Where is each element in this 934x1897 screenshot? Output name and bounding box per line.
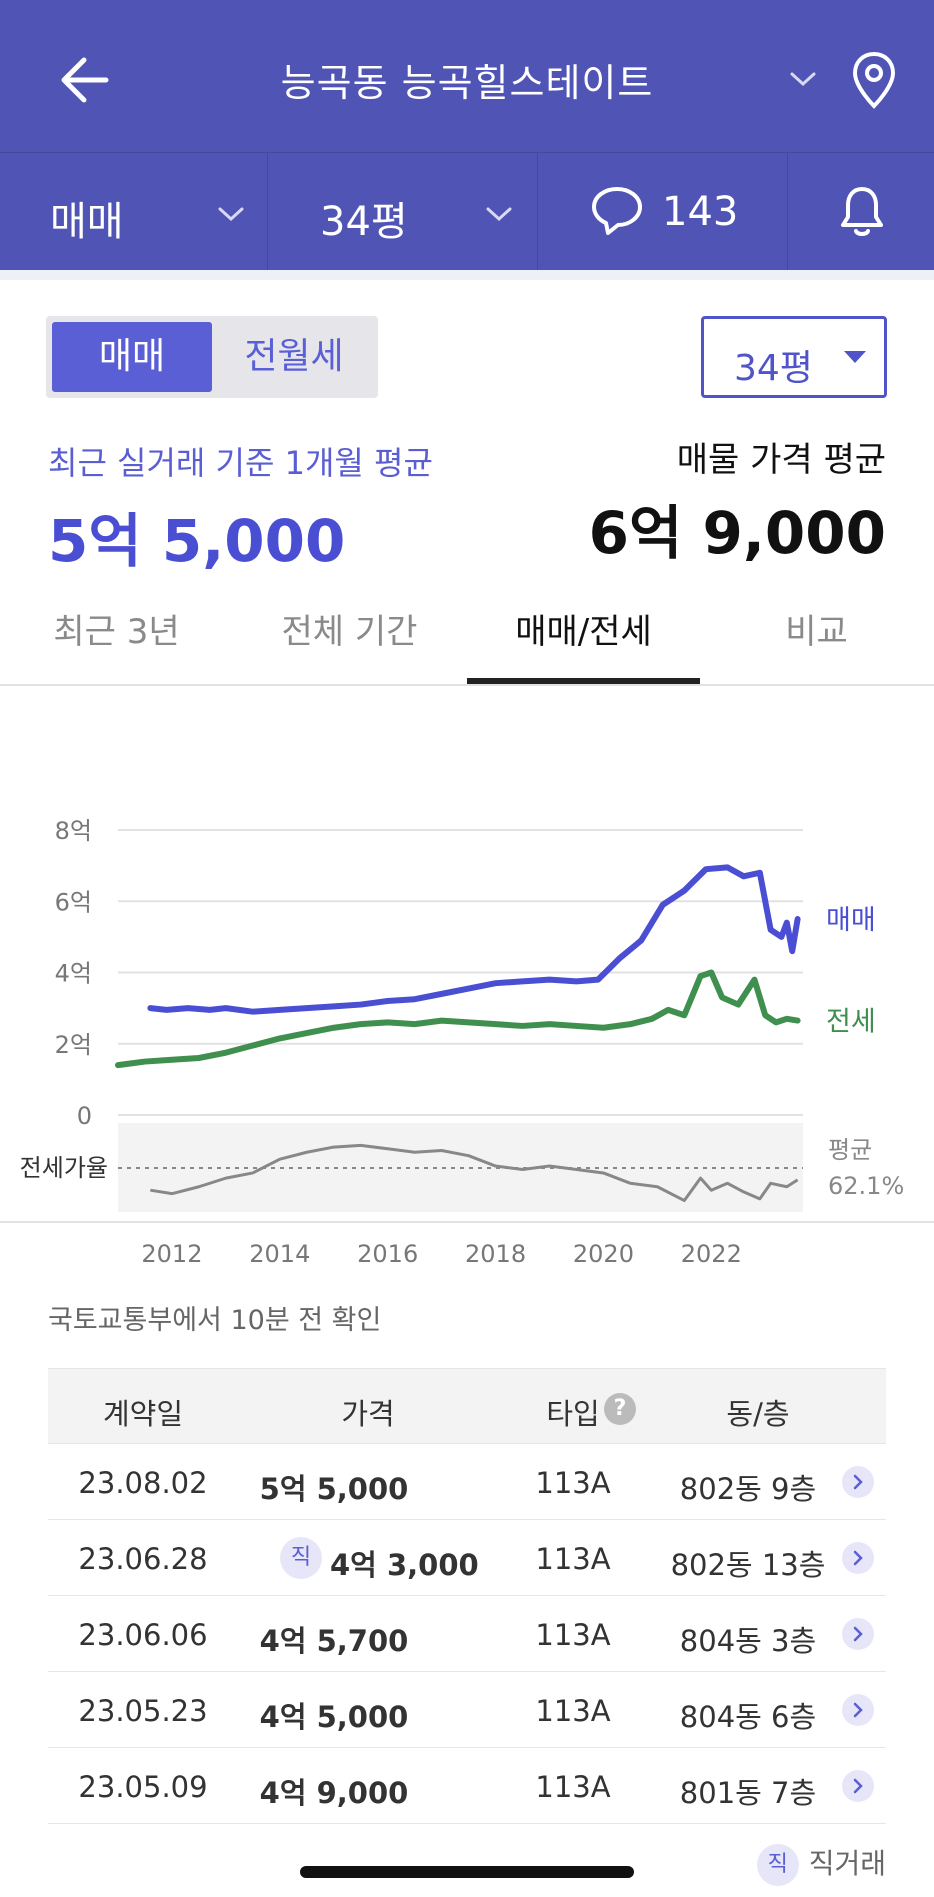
direct-badge: 직 (280, 1537, 322, 1579)
building-floor: 802동 13층 (670, 1548, 826, 1582)
size-dropdown-label: 34평 (734, 348, 813, 389)
data-source-note: 국토교통부에서 10분 전 확인 (48, 1305, 382, 1336)
location-pin-icon[interactable] (850, 50, 898, 110)
contract-date: 23.05.09 (78, 1770, 208, 1804)
contract-date: 23.06.06 (78, 1618, 208, 1652)
contract-price: 4억 5,700 (259, 1624, 409, 1658)
contract-price: 5억 5,000 (259, 1472, 409, 1506)
x-tick-label: 2012 (141, 1240, 202, 1268)
segment-sale[interactable]: 매매 (52, 322, 212, 392)
contract-price: 4억 9,000 (259, 1776, 409, 1810)
recent-average-value: 5억 5,000 (48, 507, 346, 575)
tab-all-period[interactable]: 전체 기간 (281, 612, 418, 652)
deal-type-segment: 매매 전월세 (46, 316, 378, 398)
table-row[interactable]: 23.05.23 4억 5,000 113A 804동 6층 (48, 1672, 886, 1748)
unit-type: 113A (535, 1770, 611, 1804)
direct-deal-legend: 직 직거래 (756, 1842, 886, 1886)
chevron-right-icon[interactable] (842, 1466, 874, 1498)
series-label: 매매 (826, 905, 876, 936)
divider (0, 1221, 934, 1223)
building-floor: 802동 9층 (679, 1472, 817, 1506)
segment-rent[interactable]: 전월세 (244, 336, 344, 377)
help-icon[interactable]: ? (604, 1393, 636, 1425)
table-row[interactable]: 23.06.28 직 4억 3,000 113A 802동 13층 (48, 1520, 886, 1596)
ratio-label: 전세가율 (20, 1154, 108, 1182)
home-indicator (300, 1866, 634, 1878)
chevron-right-icon[interactable] (842, 1618, 874, 1650)
ratio-average-label: 평균 (828, 1136, 872, 1164)
table-header: 계약일 가격 타입 ? 동/층 (48, 1368, 886, 1444)
chevron-down-icon[interactable] (788, 66, 818, 92)
comments-button[interactable]: 143 (538, 153, 788, 271)
size-selector[interactable]: 34평 (268, 153, 538, 271)
building-floor: 804동 6층 (679, 1700, 817, 1734)
deal-type-label: 매매 (50, 199, 124, 245)
header-unit: 동/층 (726, 1397, 790, 1431)
series-line-jeonse (115, 969, 801, 1069)
header-price: 가격 (341, 1397, 395, 1431)
x-tick-label: 2014 (249, 1240, 310, 1268)
size-dropdown[interactable]: 34평 (701, 316, 887, 398)
series-line-sale (147, 864, 801, 1015)
listing-average-value: 6억 9,000 (588, 499, 886, 567)
chevron-right-icon[interactable] (842, 1770, 874, 1802)
y-tick-label: 6억 (55, 888, 92, 916)
comment-count: 143 (662, 189, 739, 235)
comment-icon (592, 187, 642, 235)
period-tabs: 최근 3년 전체 기간 매매/전세 비교 (0, 590, 934, 686)
direct-badge: 직 (756, 1844, 799, 1886)
contract-price: 4억 3,000 (330, 1548, 479, 1582)
series-label: 전세 (826, 1007, 876, 1038)
y-tick-label: 4억 (55, 960, 92, 988)
table-row[interactable]: 23.05.09 4억 9,000 113A 801동 7층 (48, 1748, 886, 1824)
direct-legend-label: 직거래 (808, 1847, 886, 1880)
building-floor: 804동 3층 (679, 1624, 817, 1658)
contract-date: 23.08.02 (78, 1466, 208, 1500)
x-tick-label: 2016 (357, 1240, 418, 1268)
unit-type: 113A (535, 1542, 611, 1576)
x-tick-label: 2022 (681, 1240, 742, 1268)
filter-bar: 매매 34평 143 (0, 152, 934, 271)
notification-button[interactable] (788, 153, 934, 271)
y-tick-label: 8억 (55, 817, 92, 845)
tab-sale-rent[interactable]: 매매/전세 (515, 612, 652, 652)
listing-average-label: 매물 가격 평균 (676, 440, 886, 480)
caret-down-icon (844, 351, 866, 363)
unit-type: 113A (535, 1466, 611, 1500)
active-tab-indicator (467, 678, 700, 684)
size-label: 34평 (320, 199, 408, 245)
contract-date: 23.06.28 (78, 1542, 208, 1576)
y-tick-label: 0 (77, 1102, 92, 1130)
chevron-down-icon (486, 207, 512, 222)
chevron-right-icon[interactable] (842, 1542, 874, 1574)
deal-type-selector[interactable]: 매매 (0, 153, 268, 271)
unit-type: 113A (535, 1694, 611, 1728)
section-gap (0, 270, 934, 280)
header-type: 타입 (546, 1397, 600, 1431)
unit-type: 113A (535, 1618, 611, 1652)
tab-compare[interactable]: 비교 (785, 612, 848, 652)
x-tick-label: 2020 (573, 1240, 634, 1268)
contract-date: 23.05.23 (78, 1694, 208, 1728)
series-line-jeonse-ratio (150, 1143, 799, 1203)
back-arrow-icon[interactable] (56, 50, 116, 110)
page-title[interactable]: 능곡동 능곡힐스테이트 (280, 61, 654, 105)
top-app-bar: 능곡동 능곡힐스테이트 (0, 0, 934, 152)
chevron-right-icon[interactable] (842, 1694, 874, 1726)
tab-recent-3y[interactable]: 최근 3년 (53, 612, 180, 652)
table-row[interactable]: 23.08.02 5억 5,000 113A 802동 9층 (48, 1444, 886, 1520)
ratio-average-value: 62.1% (828, 1172, 904, 1200)
building-floor: 801동 7층 (679, 1776, 817, 1810)
chevron-down-icon (218, 207, 244, 222)
table-row[interactable]: 23.06.06 4억 5,700 113A 804동 3층 (48, 1596, 886, 1672)
recent-average-label: 최근 실거래 기준 1개월 평균 (48, 444, 433, 482)
bell-icon (841, 187, 883, 236)
transaction-table: 계약일 가격 타입 ? 동/층 23.08.02 5억 5,000 113A 802동… (48, 1368, 886, 1824)
header-date: 계약일 (102, 1397, 184, 1431)
contract-price: 4억 5,000 (259, 1700, 409, 1734)
x-tick-label: 2018 (465, 1240, 526, 1268)
y-tick-label: 2억 (55, 1031, 92, 1059)
